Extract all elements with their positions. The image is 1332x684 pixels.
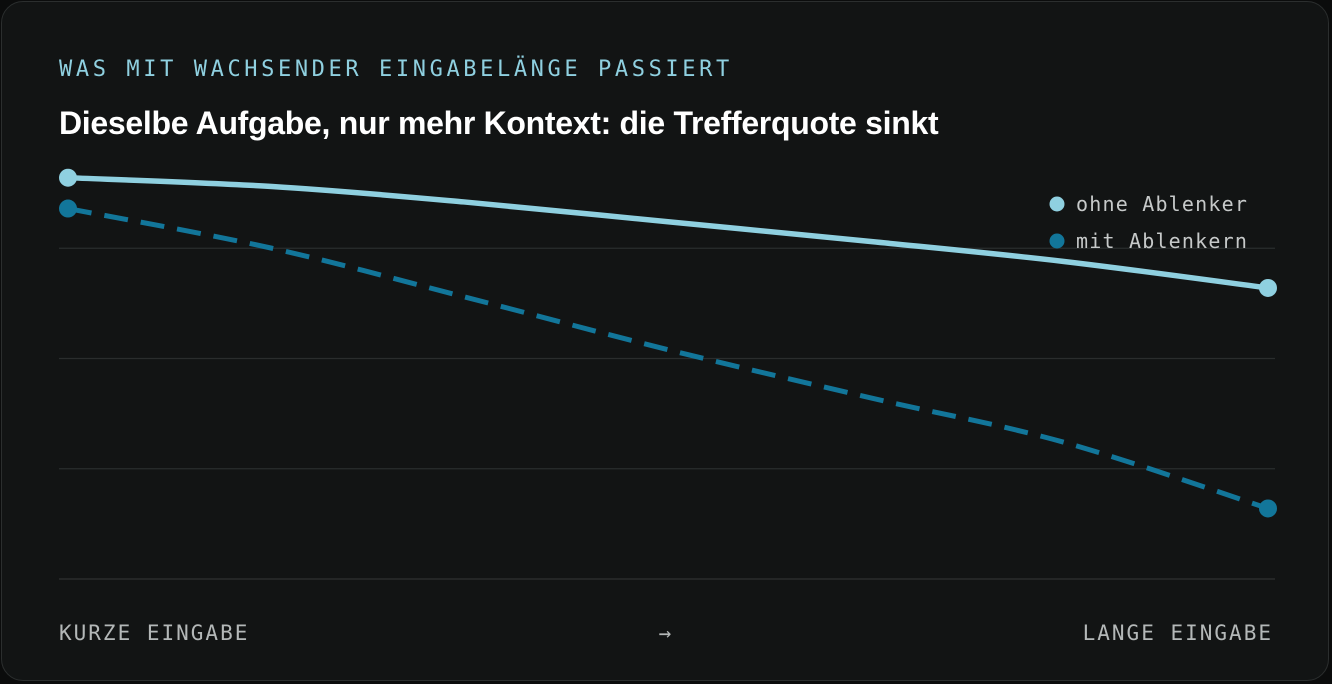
x-axis-arrow: → xyxy=(659,621,674,645)
x-axis-label-start: KURZE EINGABE xyxy=(59,621,249,645)
data-point xyxy=(59,168,77,187)
series-line-mit-ablenkern xyxy=(67,206,1269,511)
legend-swatch xyxy=(1049,196,1065,212)
legend-label: mit Ablenkern xyxy=(1076,229,1248,253)
x-axis-label-end: LANGE EINGABE xyxy=(1083,621,1273,645)
legend-swatch xyxy=(1049,233,1065,249)
series-line-ohne-ablenker xyxy=(67,174,1269,291)
data-point xyxy=(59,199,77,218)
grid-lines xyxy=(59,247,1275,580)
data-point xyxy=(1259,499,1277,518)
legend: ohne Ablenker mit Ablenkern xyxy=(1049,192,1248,253)
chart-title: Dieselbe Aufgabe, nur mehr Kontext: die … xyxy=(59,105,939,141)
chart-eyebrow: WAS MIT WACHSENDER EINGABELÄNGE PASSIERT xyxy=(59,57,733,82)
series-points xyxy=(59,168,1277,518)
series-lines xyxy=(67,174,1269,511)
legend-label: ohne Ablenker xyxy=(1076,192,1248,216)
data-point xyxy=(1259,278,1277,297)
